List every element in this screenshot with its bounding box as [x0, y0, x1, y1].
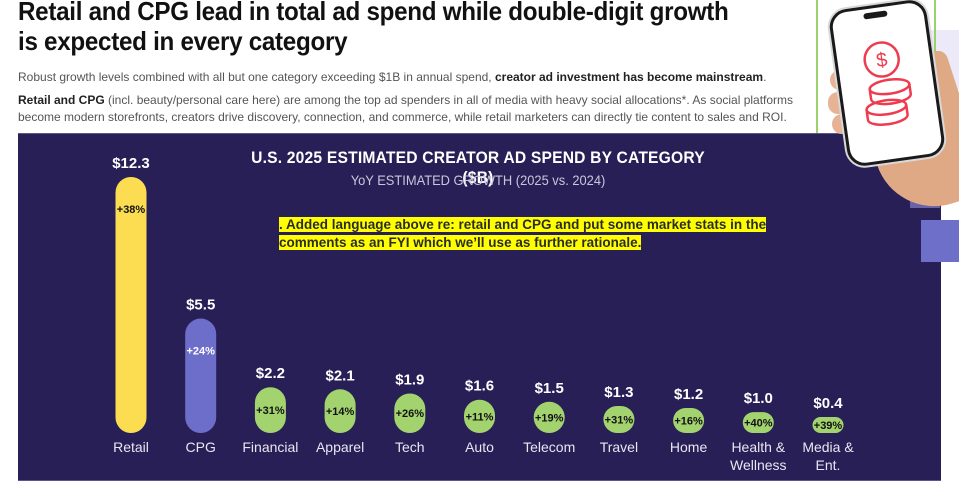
svg-text:$: $ — [875, 49, 889, 72]
growth-label: +40% — [744, 418, 773, 430]
value-label: $1.5 — [535, 380, 564, 397]
lead-1-text: Robust growth levels combined with all b… — [18, 70, 495, 84]
category-label: Retail — [113, 439, 149, 455]
category-label: Financial — [242, 439, 298, 455]
lead-1-bold: creator ad investment has become mainstr… — [494, 70, 764, 84]
bar-telecom — [533, 401, 565, 433]
category-label: Media & — [802, 439, 854, 455]
growth-label: +26% — [396, 408, 425, 420]
value-label: $0.4 — [813, 395, 843, 412]
headline: Retail and CPG lead in total ad spend wh… — [18, 0, 729, 56]
growth-label: +14% — [326, 406, 355, 418]
bar-tech — [394, 393, 426, 433]
highlighted-comment-note: . Added language above re: retail and CP… — [279, 216, 799, 252]
decor-square — [921, 220, 959, 262]
category-label: CPG — [186, 439, 216, 455]
value-label: $1.6 — [465, 378, 494, 395]
bar-retail — [115, 177, 147, 433]
growth-label: +31% — [256, 405, 285, 417]
phone-image: $ — [827, 0, 947, 169]
bar-media — [812, 417, 844, 433]
bar-travel — [603, 405, 635, 433]
bar-auto — [464, 399, 495, 433]
bar-health — [742, 412, 774, 433]
chart-title: U.S. 2025 ESTIMATED CREATOR AD SPEND BY … — [251, 148, 705, 187]
growth-label: +31% — [605, 414, 634, 426]
growth-label: +11% — [466, 411, 494, 423]
growth-label: +24% — [186, 346, 215, 358]
category-label: Home — [670, 439, 708, 455]
value-label: $5.5 — [186, 297, 215, 314]
growth-label: +39% — [814, 420, 843, 432]
lead-paragraph-2: Retail and CPG (incl. beauty/personal ca… — [18, 92, 818, 126]
dollar-coins-icon: $ — [863, 41, 912, 126]
growth-label: +16% — [674, 416, 703, 428]
growth-label: +19% — [535, 412, 564, 424]
category-label: Health & — [731, 439, 785, 455]
value-label: $1.0 — [744, 390, 773, 407]
category-label: Tech — [395, 439, 425, 455]
value-label: $12.3 — [112, 155, 150, 172]
value-label: $1.9 — [395, 371, 424, 388]
value-label: $1.3 — [604, 384, 633, 401]
category-label: Wellness — [730, 457, 787, 473]
value-label: $1.2 — [674, 386, 703, 403]
lead-paragraph-1: Robust growth levels combined with all b… — [18, 69, 818, 86]
chart-panel: U.S. 2025 ESTIMATED CREATOR AD SPEND BY … — [18, 133, 941, 481]
bar-apparel — [324, 389, 356, 433]
category-label: Travel — [600, 439, 638, 455]
bar-cpg — [185, 318, 217, 433]
bar-chart: $12.3 +38% Retail $5.5 +24% CPG $2.2 +31% Financ… — [112, 155, 854, 473]
bar-home — [673, 408, 705, 433]
lead-1-end: . — [763, 70, 767, 84]
lead-2-text: (incl. beauty/personal care here) are am… — [18, 93, 794, 124]
lead-2-bold: Retail and CPG — [18, 93, 105, 107]
value-label: $2.2 — [256, 365, 285, 382]
chart-subtitle: YoY ESTIMATED GROWTH (2025 vs. 2024) — [350, 172, 606, 188]
growth-label: +38% — [117, 204, 146, 216]
category-label: Auto — [465, 439, 494, 455]
bar-financial — [254, 387, 286, 433]
value-label: $2.1 — [325, 367, 354, 384]
category-label: Telecom — [523, 439, 575, 455]
category-label: Ent. — [816, 457, 841, 473]
category-label: Apparel — [316, 439, 364, 455]
